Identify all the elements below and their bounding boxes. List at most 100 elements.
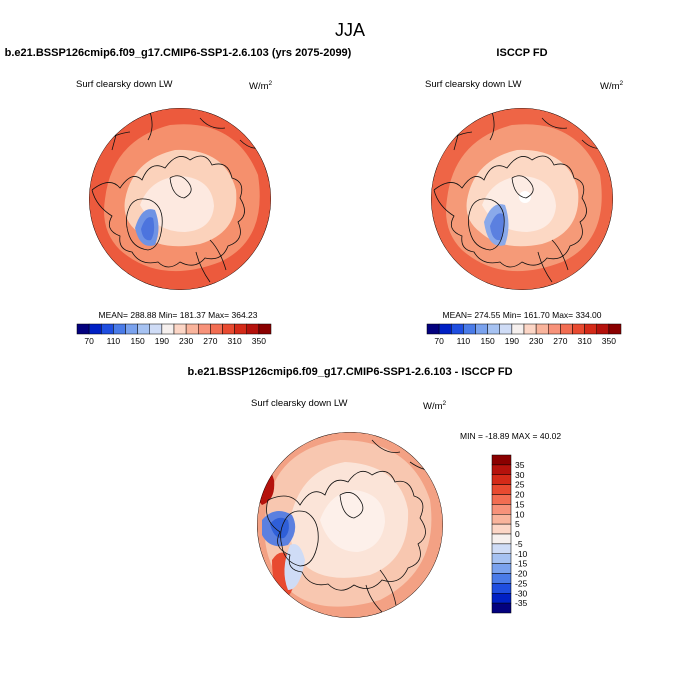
colorbar-swatch bbox=[491, 573, 512, 584]
colorbar-swatch bbox=[246, 323, 260, 335]
colorbar-swatch bbox=[258, 323, 272, 335]
colorbar-swatch bbox=[491, 563, 512, 574]
colorbar-swatch bbox=[491, 484, 512, 495]
colorbar-swatch bbox=[76, 323, 90, 335]
colorbar-swatch bbox=[185, 323, 199, 335]
colorbar-swatch bbox=[491, 543, 512, 554]
panel-model-title: b.e21.BSSP126cmip6.f09_g17.CMIP6-SSP1-2.… bbox=[5, 47, 352, 59]
colorbar-swatch bbox=[523, 323, 537, 335]
colorbar-swatch bbox=[161, 323, 175, 335]
colorbar-tick-label: 110 bbox=[457, 336, 471, 346]
panel-obs-map bbox=[431, 108, 613, 290]
colorbar-tick-label: -25 bbox=[515, 578, 528, 588]
colorbar-swatch bbox=[491, 494, 512, 505]
panel-obs-units: W/m2 bbox=[600, 80, 624, 92]
colorbar-swatch bbox=[125, 323, 138, 335]
panel-model-colorbar: 70 110 150 190 230 270 310 350 bbox=[76, 323, 272, 346]
colorbar-tick-label: 350 bbox=[252, 336, 266, 346]
panel-obs-stats: MEAN= 274.55 Min= 161.70 Max= 334.00 bbox=[442, 310, 601, 320]
panel-diff-map bbox=[257, 432, 443, 618]
colorbar-swatch bbox=[210, 323, 223, 335]
panel-diff-variable-label: Surf clearsky down LW bbox=[251, 398, 347, 409]
panel-model-units: W/m2 bbox=[249, 80, 273, 92]
colorbar-swatch bbox=[475, 323, 488, 335]
colorbar-tick-label: -30 bbox=[515, 588, 528, 598]
colorbar-swatch bbox=[198, 323, 211, 335]
colorbar-swatch bbox=[451, 323, 464, 335]
colorbar-swatch bbox=[491, 593, 512, 604]
colorbar-tick-label: -10 bbox=[515, 549, 528, 559]
colorbar-tick-label: -5 bbox=[515, 539, 523, 549]
colorbar-swatch bbox=[113, 323, 126, 335]
colorbar-tick-label: 310 bbox=[578, 336, 592, 346]
colorbar-swatch bbox=[491, 583, 512, 594]
colorbar-swatch bbox=[491, 454, 512, 466]
pole-hole bbox=[519, 191, 531, 203]
panel-diff: b.e21.BSSP126cmip6.f09_g17.CMIP6-SSP1-2.… bbox=[187, 366, 561, 618]
panel-obs-colorbar: 70 110 150 190 230 270 310 350 bbox=[426, 323, 622, 346]
colorbar-swatch bbox=[499, 323, 513, 335]
panel-diff-units: W/m2 bbox=[423, 400, 447, 412]
colorbar-swatch bbox=[101, 323, 114, 335]
colorbar-swatch bbox=[491, 533, 512, 545]
map-fill-center bbox=[140, 176, 214, 232]
colorbar-swatch bbox=[535, 323, 549, 335]
colorbar-tick-label: 110 bbox=[107, 336, 121, 346]
colorbar-swatch bbox=[572, 323, 585, 335]
colorbar-swatch bbox=[463, 323, 476, 335]
colorbar-swatch bbox=[596, 323, 610, 335]
colorbar-tick-label: -15 bbox=[515, 559, 528, 569]
colorbar-tick-label: 25 bbox=[515, 480, 525, 490]
colorbar-swatch bbox=[491, 602, 512, 614]
colorbar-tick-label: 350 bbox=[602, 336, 616, 346]
colorbar-tick-label: 70 bbox=[434, 336, 444, 346]
colorbar-tick-label: 150 bbox=[131, 336, 145, 346]
colorbar-swatch bbox=[88, 323, 102, 335]
season-title: JJA bbox=[335, 20, 365, 40]
colorbar-tick-label: 20 bbox=[515, 490, 525, 500]
panel-model-map bbox=[89, 108, 271, 290]
colorbar-tick-label: -35 bbox=[515, 598, 528, 608]
colorbar-swatch bbox=[491, 474, 512, 485]
colorbar-swatch bbox=[491, 553, 512, 564]
colorbar-swatch bbox=[608, 323, 622, 335]
colorbar-tick-label: 270 bbox=[203, 336, 217, 346]
panel-obs-title: ISCCP FD bbox=[496, 47, 547, 59]
colorbar-swatch bbox=[234, 323, 247, 335]
colorbar-tick-label: 270 bbox=[553, 336, 567, 346]
colorbar-swatch bbox=[548, 323, 561, 335]
colorbar-swatch bbox=[511, 323, 525, 335]
colorbar-tick-label: 70 bbox=[84, 336, 94, 346]
panel-diff-title: b.e21.BSSP126cmip6.f09_g17.CMIP6-SSP1-2.… bbox=[187, 366, 512, 378]
colorbar-swatch bbox=[491, 464, 512, 475]
colorbar-tick-label: 230 bbox=[179, 336, 193, 346]
colorbar-tick-label: 0 bbox=[515, 529, 520, 539]
colorbar-swatch bbox=[426, 323, 440, 335]
panel-model-variable-label: Surf clearsky down LW bbox=[76, 79, 172, 90]
greenland-cold-core bbox=[141, 217, 155, 241]
panel-obs: ISCCP FD Surf clearsky down LW W/m2 MEAN… bbox=[425, 47, 624, 346]
colorbar-swatch bbox=[491, 523, 512, 535]
colorbar-tick-label: 150 bbox=[481, 336, 495, 346]
colorbar-swatch bbox=[584, 323, 597, 335]
colorbar-tick-label: 30 bbox=[515, 470, 525, 480]
panel-diff-stats: MIN = -18.89 MAX = 40.02 bbox=[460, 431, 561, 441]
colorbar-swatch bbox=[491, 504, 512, 515]
colorbar-tick-label: 35 bbox=[515, 460, 525, 470]
cold-anomaly-core bbox=[270, 517, 289, 539]
colorbar-swatch bbox=[222, 323, 235, 335]
panel-model-stats: MEAN= 288.88 Min= 181.37 Max= 364.23 bbox=[98, 310, 257, 320]
colorbar-swatch bbox=[487, 323, 500, 335]
panel-model: b.e21.BSSP126cmip6.f09_g17.CMIP6-SSP1-2.… bbox=[5, 47, 352, 346]
colorbar-swatch bbox=[560, 323, 573, 335]
colorbar-swatch bbox=[149, 323, 163, 335]
colorbar-tick-label: 230 bbox=[529, 336, 543, 346]
colorbar-tick-label: -20 bbox=[515, 569, 528, 579]
colorbar-tick-label: 190 bbox=[505, 336, 519, 346]
colorbar-swatch bbox=[137, 323, 150, 335]
colorbar-swatch bbox=[173, 323, 187, 335]
map-fill-center bbox=[320, 490, 385, 552]
colorbar-tick-label: 310 bbox=[228, 336, 242, 346]
